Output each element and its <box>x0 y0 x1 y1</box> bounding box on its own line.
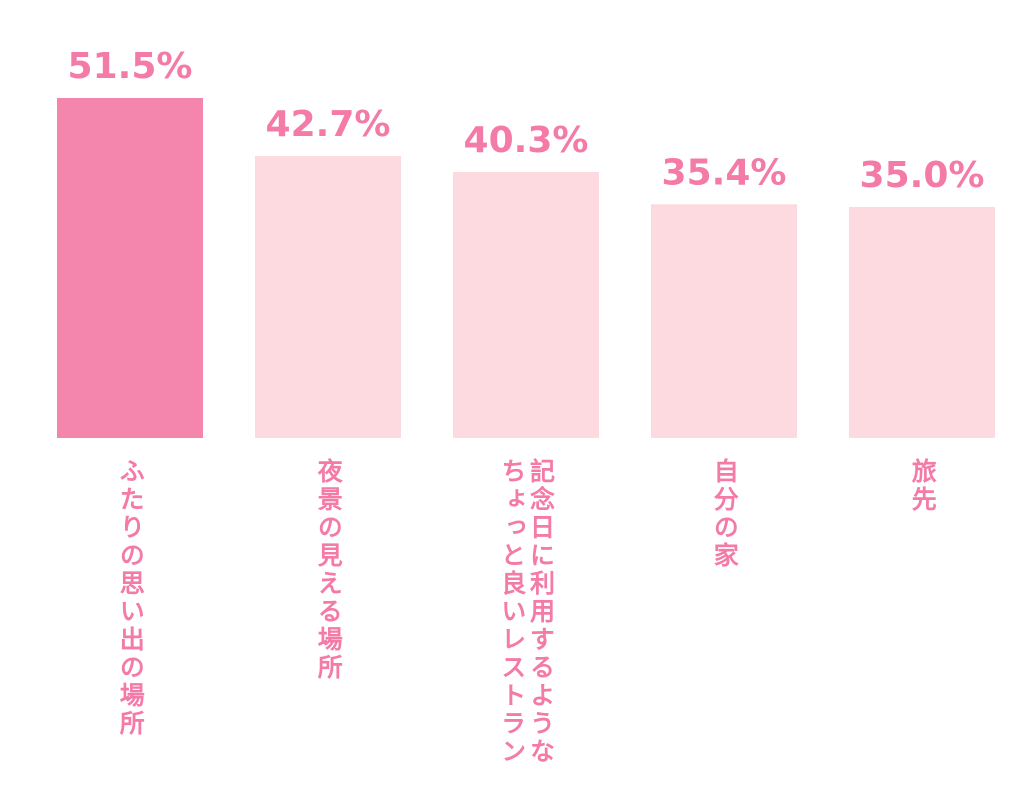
category-label: ふたりの思い出の場所 <box>116 458 146 738</box>
category-label: 夜景の見える場所 <box>314 458 344 682</box>
value-label: 35.0% <box>860 155 985 196</box>
bar <box>453 171 599 438</box>
category-label: 自分の家 <box>710 458 740 570</box>
bar <box>57 98 203 438</box>
value-label: 40.3% <box>464 120 589 161</box>
bar <box>255 156 401 438</box>
value-label: 42.7% <box>266 104 391 145</box>
value-label: 51.5% <box>68 46 193 87</box>
category-label: 旅先 <box>908 458 938 514</box>
bar <box>651 204 797 438</box>
bar <box>849 206 995 438</box>
value-label: 35.4% <box>662 152 787 193</box>
category-label: 記念日に利用するようなちょっと良いレストラン <box>497 458 556 766</box>
